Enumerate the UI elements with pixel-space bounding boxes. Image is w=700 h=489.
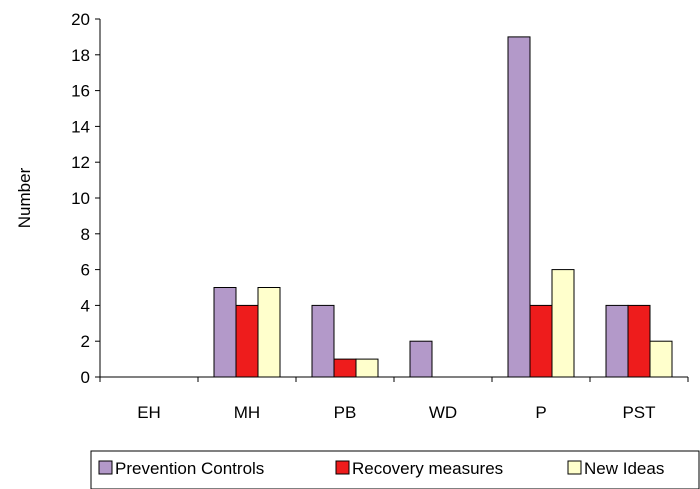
y-tick-label: 0 bbox=[81, 368, 90, 387]
legend: Prevention Controls Recovery measures New … bbox=[90, 450, 700, 489]
bars bbox=[213, 36, 673, 378]
bar-pst-new-ideas bbox=[649, 340, 673, 378]
y-tick-label: 10 bbox=[71, 189, 90, 208]
bar-pst-prevention-controls bbox=[605, 304, 629, 378]
bar-pb-prevention-controls bbox=[311, 304, 335, 378]
y-tick-label: 12 bbox=[71, 153, 90, 172]
y-tick-label: 8 bbox=[81, 225, 90, 244]
x-tick-label: PB bbox=[334, 403, 357, 422]
bar-wd-prevention-controls bbox=[409, 340, 433, 378]
bar-p-recovery-measures bbox=[529, 304, 553, 378]
bar-p-prevention-controls bbox=[507, 36, 531, 378]
x-tick-label: WD bbox=[429, 403, 457, 422]
bar-mh-new-ideas bbox=[257, 287, 281, 378]
bar-p-new-ideas bbox=[551, 269, 575, 378]
legend-swatch bbox=[567, 460, 582, 475]
y-tick-label: 16 bbox=[71, 82, 90, 101]
x-tick-label: EH bbox=[137, 403, 161, 422]
y-tick-label: 2 bbox=[81, 332, 90, 351]
legend-label: Recovery measures bbox=[352, 459, 503, 478]
bar-pb-recovery-measures bbox=[333, 358, 357, 378]
y-axis-ticks: 0 2 4 6 8 10 12 14 16 18 20 bbox=[71, 10, 100, 387]
y-tick-label: 14 bbox=[71, 117, 90, 136]
x-tick-label: MH bbox=[234, 403, 260, 422]
bar-mh-prevention-controls bbox=[213, 287, 237, 378]
x-tick-label: P bbox=[535, 403, 546, 422]
x-tick-label: PST bbox=[622, 403, 655, 422]
legend-swatch bbox=[335, 460, 350, 475]
bar-mh-recovery-measures bbox=[235, 304, 259, 378]
legend-label: Prevention Controls bbox=[115, 459, 264, 478]
y-tick-label: 20 bbox=[71, 10, 90, 29]
y-tick-label: 18 bbox=[71, 46, 90, 65]
x-axis-ticks: EH MH PB WD P PST bbox=[99, 377, 689, 422]
y-axis-label: Number bbox=[15, 167, 34, 228]
bar-pst-recovery-measures bbox=[627, 304, 651, 378]
legend-swatch bbox=[98, 460, 113, 475]
y-tick-label: 4 bbox=[81, 296, 90, 315]
y-tick-label: 6 bbox=[81, 261, 90, 280]
legend-frame bbox=[90, 450, 700, 489]
bar-pb-new-ideas bbox=[355, 358, 379, 378]
legend-label: New Ideas bbox=[584, 459, 664, 478]
